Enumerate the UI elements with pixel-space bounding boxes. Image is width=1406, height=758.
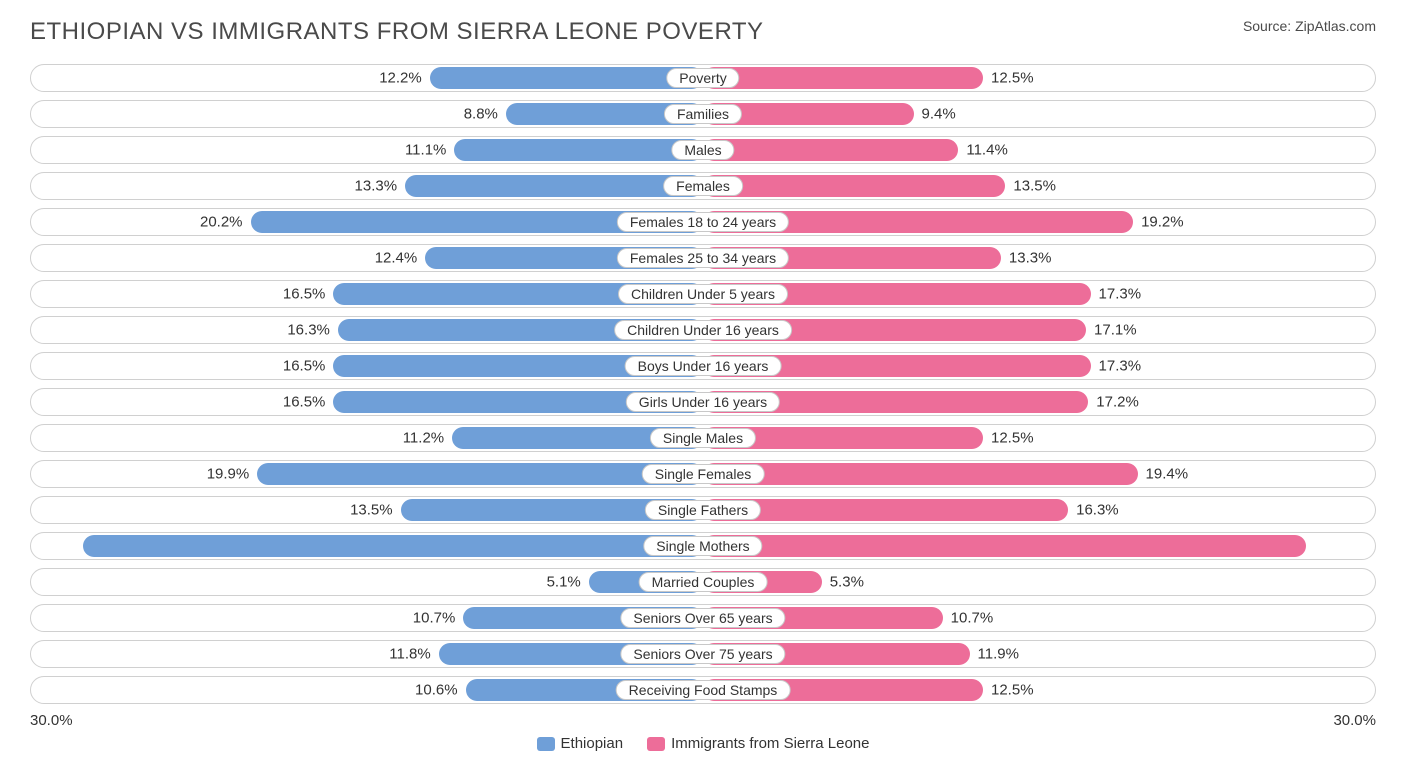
value-label-right: 13.3% — [1009, 250, 1052, 267]
chart-row: 5.1% 5.3% Married Couples — [30, 568, 1376, 596]
bar-right — [703, 67, 983, 89]
value-label-right: 9.4% — [922, 106, 956, 123]
value-label-right: 17.3% — [1099, 358, 1142, 375]
category-label: Married Couples — [639, 572, 768, 592]
bar-right — [703, 463, 1138, 485]
category-label: Girls Under 16 years — [626, 392, 780, 412]
category-label: Females — [663, 176, 743, 196]
value-label-left: 11.2% — [403, 430, 444, 447]
value-label-right: 17.1% — [1094, 322, 1137, 339]
chart-row: 16.5% 17.3% Boys Under 16 years — [30, 352, 1376, 380]
category-label: Single Fathers — [645, 500, 761, 520]
legend-swatch-right — [647, 737, 665, 751]
value-label-right: 5.3% — [830, 574, 864, 591]
category-label: Seniors Over 65 years — [620, 608, 785, 628]
category-label: Single Mothers — [643, 536, 762, 556]
chart-row: 8.8% 9.4% Families — [30, 100, 1376, 128]
chart-header: ETHIOPIAN VS IMMIGRANTS FROM SIERRA LEON… — [30, 18, 1376, 46]
bar-left — [257, 463, 703, 485]
legend-label-left: Ethiopian — [561, 735, 624, 752]
value-label-left: 16.5% — [283, 394, 326, 411]
value-label-left: 20.2% — [200, 214, 243, 231]
category-label: Poverty — [666, 68, 739, 88]
value-label-left: 12.2% — [379, 70, 422, 87]
chart-row: 13.3% 13.5% Females — [30, 172, 1376, 200]
legend-label-right: Immigrants from Sierra Leone — [671, 735, 869, 752]
value-label-right: 11.9% — [978, 646, 1019, 663]
bar-left — [405, 175, 703, 197]
bar-left — [454, 139, 703, 161]
chart-row: 20.2% 19.2% Females 18 to 24 years — [30, 208, 1376, 236]
value-label-left: 12.4% — [375, 250, 418, 267]
value-label-right: 12.5% — [991, 682, 1034, 699]
bar-left — [430, 67, 703, 89]
chart-title: ETHIOPIAN VS IMMIGRANTS FROM SIERRA LEON… — [30, 18, 764, 46]
chart-row: 12.2% 12.5% Poverty — [30, 64, 1376, 92]
value-label-right: 26.9% — [1324, 538, 1367, 555]
chart-row: 10.6% 12.5% Receiving Food Stamps — [30, 676, 1376, 704]
chart-row: 16.5% 17.2% Girls Under 16 years — [30, 388, 1376, 416]
axis-left-max: 30.0% — [30, 712, 73, 729]
chart-row: 11.2% 12.5% Single Males — [30, 424, 1376, 452]
value-label-right: 17.3% — [1099, 286, 1142, 303]
value-label-left: 27.7% — [39, 538, 82, 555]
chart-row: 19.9% 19.4% Single Females — [30, 460, 1376, 488]
bar-right — [703, 535, 1306, 557]
legend: Ethiopian Immigrants from Sierra Leone — [30, 735, 1376, 752]
chart-row: 27.7% 26.9% Single Mothers — [30, 532, 1376, 560]
category-label: Females 25 to 34 years — [617, 248, 789, 268]
chart-row: 12.4% 13.3% Females 25 to 34 years — [30, 244, 1376, 272]
value-label-left: 19.9% — [207, 466, 250, 483]
category-label: Children Under 16 years — [614, 320, 792, 340]
value-label-left: 13.5% — [350, 502, 393, 519]
value-label-right: 11.4% — [966, 142, 1007, 159]
category-label: Males — [671, 140, 734, 160]
value-label-right: 12.5% — [991, 70, 1034, 87]
value-label-left: 16.5% — [283, 358, 326, 375]
value-label-right: 17.2% — [1096, 394, 1139, 411]
chart-row: 10.7% 10.7% Seniors Over 65 years — [30, 604, 1376, 632]
value-label-left: 16.5% — [283, 286, 326, 303]
axis-row: 30.0% 30.0% — [30, 712, 1376, 729]
value-label-left: 11.1% — [405, 142, 446, 159]
legend-item-right: Immigrants from Sierra Leone — [647, 735, 869, 752]
value-label-left: 13.3% — [355, 178, 398, 195]
legend-item-left: Ethiopian — [537, 735, 624, 752]
chart-row: 11.8% 11.9% Seniors Over 75 years — [30, 640, 1376, 668]
category-label: Children Under 5 years — [618, 284, 788, 304]
value-label-right: 16.3% — [1076, 502, 1119, 519]
value-label-left: 8.8% — [464, 106, 498, 123]
category-label: Single Females — [642, 464, 765, 484]
value-label-right: 19.2% — [1141, 214, 1184, 231]
axis-right-max: 30.0% — [1333, 712, 1376, 729]
category-label: Seniors Over 75 years — [620, 644, 785, 664]
chart-row: 16.5% 17.3% Children Under 5 years — [30, 280, 1376, 308]
chart-row: 13.5% 16.3% Single Fathers — [30, 496, 1376, 524]
value-label-right: 13.5% — [1013, 178, 1056, 195]
value-label-left: 5.1% — [547, 574, 581, 591]
category-label: Boys Under 16 years — [625, 356, 782, 376]
bar-right — [703, 139, 958, 161]
chart-row: 16.3% 17.1% Children Under 16 years — [30, 316, 1376, 344]
category-label: Single Males — [650, 428, 756, 448]
value-label-right: 10.7% — [951, 610, 994, 627]
value-label-left: 11.8% — [389, 646, 430, 663]
bar-right — [703, 175, 1005, 197]
chart-source: Source: ZipAtlas.com — [1243, 18, 1376, 34]
category-label: Receiving Food Stamps — [616, 680, 791, 700]
category-label: Females 18 to 24 years — [617, 212, 789, 232]
category-label: Families — [664, 104, 742, 124]
diverging-bar-chart: 12.2%12.5%Poverty8.8%9.4%Families11.1%11… — [30, 64, 1376, 704]
value-label-right: 19.4% — [1146, 466, 1189, 483]
value-label-left: 16.3% — [287, 322, 330, 339]
chart-row: 11.1% 11.4% Males — [30, 136, 1376, 164]
legend-swatch-left — [537, 737, 555, 751]
bar-left — [83, 535, 703, 557]
value-label-left: 10.7% — [413, 610, 456, 627]
value-label-left: 10.6% — [415, 682, 458, 699]
value-label-right: 12.5% — [991, 430, 1034, 447]
